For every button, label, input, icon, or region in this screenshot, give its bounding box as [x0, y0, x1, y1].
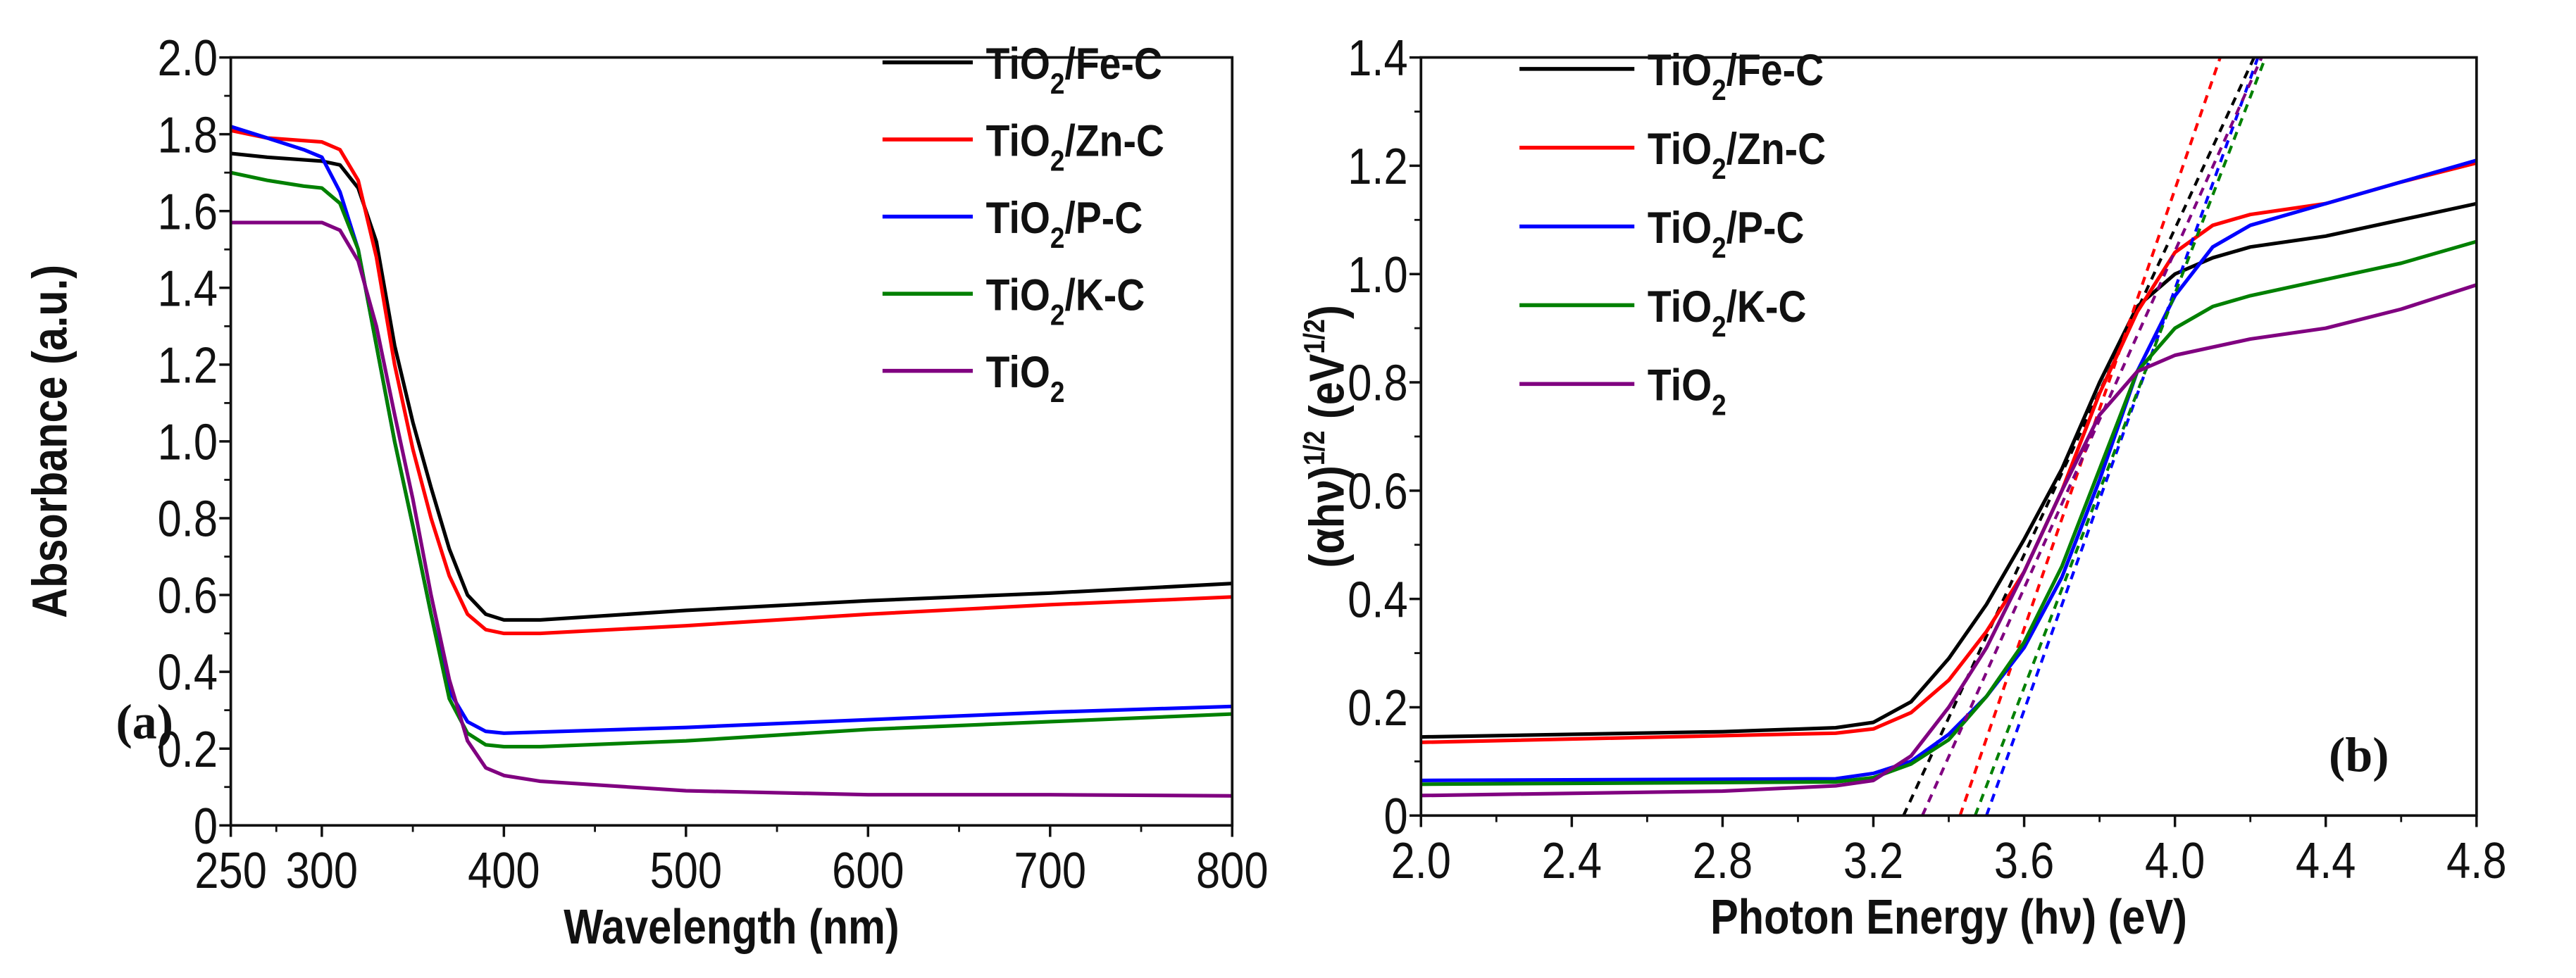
x-tick-label: 3.6 [1994, 832, 2054, 889]
y-tick-label: 1.2 [1348, 138, 1407, 195]
plot-frame [1419, 56, 2478, 817]
x-tick-label: 4.0 [2145, 832, 2205, 889]
y-tick-label: 1.6 [158, 184, 218, 241]
legend-label: TiO2/Zn-C [986, 115, 1164, 177]
y-axis-label: Absorbance (a.u.) [22, 265, 77, 618]
x-tick-label: 700 [1014, 842, 1086, 899]
tangent-line-tio2-k-c [1974, 57, 2267, 816]
series-line-tio2-zn-c [230, 128, 1233, 636]
y-tick-label: 0.6 [158, 568, 218, 625]
legend-label: TiO2/P-C [1648, 203, 1804, 265]
series-line-tio2 [1421, 283, 2477, 798]
legend-label: TiO2/P-C [986, 193, 1143, 255]
x-tick-label: 2.0 [1391, 832, 1451, 889]
legend-item: TiO2/P-C [882, 193, 1143, 255]
tangent-line-tio2 [1921, 57, 2263, 816]
series-line-tio2-fe-c [230, 151, 1233, 622]
series-line-tio2-p-c [1421, 158, 2477, 782]
y-tick-label: 0.4 [1348, 572, 1407, 629]
x-tick-label: 600 [832, 842, 904, 899]
legend-label: TiO2/Zn-C [1648, 124, 1826, 186]
x-axis-label: Wavelength (nm) [564, 898, 899, 954]
x-tick-label: 400 [468, 842, 540, 899]
series-line-tio2 [230, 220, 1233, 798]
y-tick-label: 1.0 [158, 414, 218, 471]
x-tick-label: 4.8 [2446, 832, 2506, 889]
y-tick-label: 1.2 [158, 337, 218, 394]
y-tick-label: 0.4 [158, 644, 218, 701]
y-tick-label: 0.2 [1348, 679, 1407, 736]
x-tick-label: 500 [650, 842, 722, 899]
y-tick-label: 1.4 [158, 261, 218, 318]
legend-item: TiO2/Zn-C [882, 115, 1164, 177]
y-tick-label: 0.8 [1348, 355, 1407, 412]
series-line-tio2-fe-c [1421, 201, 2477, 739]
x-tick-label: 800 [1196, 842, 1268, 899]
series-line-tio2-k-c [1421, 239, 2477, 786]
y-tick-label: 1.0 [1348, 246, 1407, 303]
legend-label: TiO2/Fe-C [986, 39, 1162, 101]
x-tick-label: 3.2 [1843, 832, 1903, 889]
x-tick-label: 250 [194, 842, 266, 899]
panel-b-tauc-plot: 0 0.2 0.4 0.6 0.8 1.0 1.2 1.4 2.0 2.4 2.8 3.2 3.6 4.0… [1298, 30, 2506, 945]
legend-label: TiO2 [986, 347, 1065, 409]
x-tick-label: 2.4 [1542, 832, 1602, 889]
y-tick-label: 0.2 [158, 721, 218, 778]
tangent-line-tio2-p-c [1985, 57, 2260, 816]
legend-label: TiO2/Fe-C [1648, 45, 1824, 107]
panel-label: (a) [116, 696, 173, 750]
y-tick-label: 0 [194, 798, 218, 855]
legend-item: TiO2/P-C [1519, 203, 1804, 265]
x-axis-label: Photon Energy (hν) (eV) [1710, 889, 2187, 945]
series-line-tio2-k-c [230, 170, 1233, 748]
y-tick-label: 2.0 [158, 30, 218, 87]
tangent-line-tio2-fe-c [1902, 57, 2255, 816]
panel-a-absorbance-chart: 0 0.2 0.4 0.6 0.8 1.0 1.2 1.4 1.6 1.8 2.0 250 300 400… [22, 30, 1268, 955]
legend-label: TiO2 [1648, 360, 1726, 422]
legend-label: TiO2/K-C [986, 270, 1145, 332]
x-tick-label: 300 [286, 842, 358, 899]
legend-item: TiO2/K-C [1519, 281, 1806, 343]
series-line-tio2-zn-c [1421, 161, 2477, 744]
legend-item: TiO2 [882, 347, 1065, 409]
y-tick-label: 0.8 [158, 491, 218, 548]
x-tick-label: 4.4 [2296, 832, 2356, 889]
y-tick-label: 0.6 [1348, 463, 1407, 520]
legend-item: TiO2/K-C [882, 270, 1145, 332]
panel-label: (b) [2329, 728, 2389, 782]
y-tick-label: 1.8 [158, 107, 218, 164]
y-tick-label: 1.4 [1348, 30, 1407, 87]
legend-item: TiO2/Zn-C [1519, 124, 1826, 186]
y-axis-label: (αhν)1/2 (eV1/2) [1298, 305, 1355, 568]
legend-item: TiO2 [1519, 360, 1726, 422]
legend-item: TiO2/Fe-C [882, 39, 1162, 101]
x-tick-label: 2.8 [1693, 832, 1753, 889]
y-tick-label: 0 [1383, 788, 1407, 845]
legend-item: TiO2/Fe-C [1519, 45, 1824, 107]
legend-label: TiO2/K-C [1648, 281, 1807, 343]
